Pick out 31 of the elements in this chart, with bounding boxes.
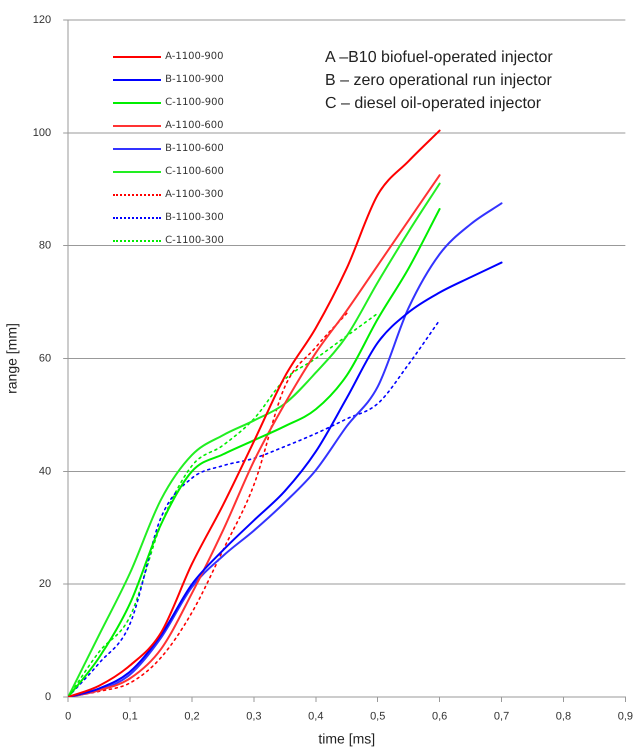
- x-tick-label: 0,8: [556, 710, 572, 723]
- y-tick-label: 60: [38, 352, 52, 365]
- legend-label: A-1100-900: [165, 51, 224, 62]
- legend-label: C-1100-600: [165, 166, 224, 177]
- y-tick-label: 120: [32, 14, 52, 26]
- legend-label: B-1100-300: [165, 212, 224, 223]
- x-axis-title: time [ms]: [318, 730, 376, 746]
- x-tick-label: 0,3: [246, 710, 262, 723]
- y-tick-label: 0: [45, 691, 52, 704]
- y-tick-label: 20: [38, 578, 52, 590]
- x-tick-label: 0,5: [370, 710, 386, 723]
- legend-label: A-1100-600: [165, 120, 224, 131]
- x-tick-label: 0,2: [184, 710, 200, 723]
- x-tick-label: 0,7: [494, 710, 510, 723]
- y-axis-title: range [mm]: [3, 323, 20, 394]
- x-tick-label: 0,1: [122, 710, 138, 723]
- x-tick-label: 0,6: [432, 710, 448, 723]
- x-tick-label: 0,9: [618, 710, 634, 723]
- annotation: C – diesel oil-operated injector: [325, 94, 542, 114]
- x-tick-label: 0,4: [308, 710, 324, 723]
- x-tick-label: 0: [65, 710, 72, 723]
- legend-label: C-1100-900: [165, 97, 224, 108]
- legend-label: B-1100-600: [165, 143, 224, 154]
- legend-label: C-1100-300: [165, 235, 224, 246]
- annotation: B – zero operational run injector: [325, 71, 553, 91]
- legend-label: B-1100-900: [165, 74, 224, 85]
- annotation: A –B10 biofuel-operated injector: [325, 48, 553, 68]
- y-tick-label: 40: [38, 465, 52, 478]
- legend-label: A-1100-300: [165, 189, 224, 200]
- y-tick-label: 80: [38, 240, 52, 252]
- y-tick-label: 100: [32, 126, 52, 139]
